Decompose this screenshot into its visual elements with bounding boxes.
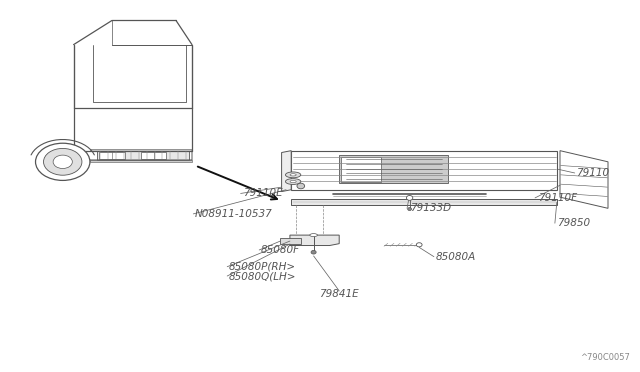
Polygon shape — [291, 199, 557, 205]
Polygon shape — [560, 151, 608, 208]
Ellipse shape — [311, 250, 316, 254]
Ellipse shape — [285, 179, 301, 185]
Polygon shape — [141, 152, 166, 159]
Polygon shape — [339, 155, 448, 183]
Text: 79110F: 79110F — [538, 193, 577, 203]
Text: 79133D: 79133D — [410, 203, 451, 213]
Ellipse shape — [44, 148, 82, 175]
Text: N08911-10537: N08911-10537 — [195, 209, 273, 219]
Ellipse shape — [35, 143, 90, 180]
Polygon shape — [99, 152, 125, 159]
Ellipse shape — [297, 183, 305, 189]
Ellipse shape — [290, 174, 296, 176]
Ellipse shape — [53, 155, 72, 169]
Polygon shape — [90, 149, 192, 151]
Text: 85080Q(LH>: 85080Q(LH> — [229, 271, 296, 281]
Polygon shape — [282, 151, 291, 192]
Ellipse shape — [285, 172, 301, 178]
Text: 79841E: 79841E — [319, 289, 359, 299]
Text: 79850: 79850 — [557, 218, 590, 228]
Polygon shape — [291, 151, 557, 190]
Text: 85080P(RH>: 85080P(RH> — [229, 262, 296, 272]
Ellipse shape — [417, 243, 422, 247]
Polygon shape — [90, 160, 192, 162]
Ellipse shape — [406, 195, 413, 200]
Polygon shape — [290, 235, 339, 246]
Polygon shape — [341, 157, 381, 182]
Text: 79110E: 79110E — [243, 189, 283, 198]
Text: 85080A: 85080A — [435, 252, 476, 262]
Ellipse shape — [408, 208, 412, 211]
Text: ^790C0057: ^790C0057 — [580, 353, 630, 362]
Ellipse shape — [310, 234, 317, 237]
Text: 79110: 79110 — [576, 168, 609, 178]
Polygon shape — [97, 151, 189, 160]
Polygon shape — [280, 238, 301, 244]
Text: 85080F: 85080F — [261, 245, 300, 255]
Ellipse shape — [290, 180, 296, 183]
